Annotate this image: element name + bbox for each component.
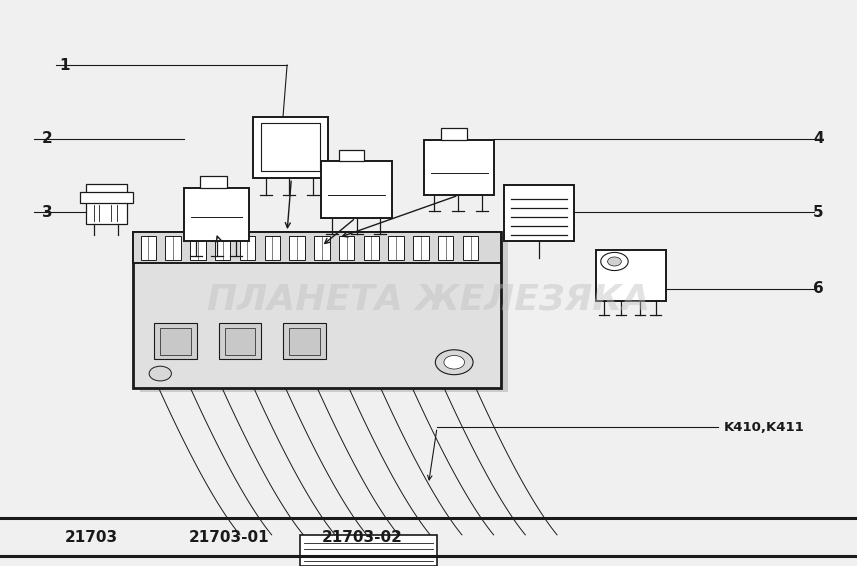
Circle shape (149, 366, 171, 381)
Bar (265, 236, 280, 260)
Bar (424, 140, 494, 195)
Bar (339, 236, 354, 260)
Bar (219, 323, 261, 359)
Bar (363, 236, 379, 260)
Bar (240, 236, 255, 260)
Text: 21703: 21703 (64, 530, 117, 545)
Circle shape (444, 355, 464, 369)
Bar (438, 236, 453, 260)
Bar (80, 192, 133, 203)
Bar (300, 535, 437, 566)
Text: 4: 4 (813, 131, 824, 146)
Text: 2: 2 (42, 131, 52, 146)
Bar (253, 117, 328, 178)
Circle shape (435, 350, 473, 375)
Text: 3: 3 (42, 205, 52, 220)
Text: 6: 6 (813, 281, 824, 296)
Bar (133, 232, 501, 263)
Bar (261, 123, 320, 171)
Bar (314, 236, 329, 260)
Bar (215, 236, 231, 260)
Text: 21703-02: 21703-02 (321, 530, 402, 545)
Bar (463, 236, 478, 260)
Text: ПЛАНЕТА ЖЕЛЕЗЯКА: ПЛАНЕТА ЖЕЛЕЗЯКА (207, 283, 650, 317)
Bar (596, 250, 666, 301)
Bar (290, 236, 305, 260)
Text: 1: 1 (59, 58, 69, 72)
Text: 21703-01: 21703-01 (189, 530, 269, 545)
Bar (321, 161, 392, 218)
Circle shape (601, 252, 628, 271)
Bar (86, 184, 127, 224)
Bar (190, 236, 206, 260)
Bar (283, 323, 326, 359)
Bar (289, 328, 320, 355)
Text: 5: 5 (813, 205, 824, 220)
Bar (504, 185, 574, 241)
Bar (160, 328, 191, 355)
Bar (413, 236, 428, 260)
Bar (140, 237, 508, 392)
Bar (200, 176, 227, 188)
Bar (225, 328, 255, 355)
Bar (339, 150, 364, 161)
Circle shape (608, 257, 621, 266)
Bar (388, 236, 404, 260)
Bar (154, 323, 197, 359)
Bar (141, 236, 156, 260)
Bar (133, 232, 501, 388)
Text: K410,K411: K410,K411 (724, 421, 805, 434)
Bar (184, 188, 249, 241)
Bar (441, 128, 467, 140)
Bar (165, 236, 181, 260)
